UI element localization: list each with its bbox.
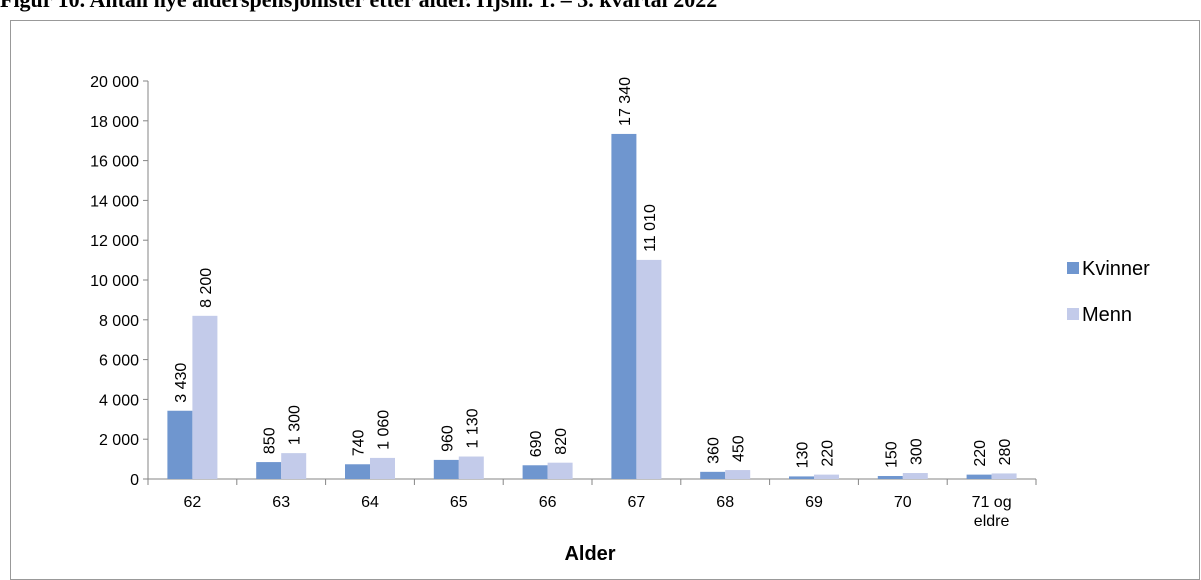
- bar-kvinner-70: [877, 476, 903, 479]
- legend-label: Kvinner: [1082, 258, 1150, 280]
- y-tick-label: 6 000: [99, 353, 139, 370]
- data-label: 1 130: [464, 408, 481, 448]
- bars: [167, 133, 1017, 479]
- data-label: 8 200: [198, 268, 215, 308]
- data-label: 690: [528, 430, 545, 457]
- data-label: 960: [439, 425, 456, 452]
- legend: Kvinner Menn: [1067, 258, 1150, 326]
- x-tick-label: 65: [450, 494, 468, 511]
- y-axis: 0 2 000 4 000 6 000 8 000 10 000 12 000 14 000 1…: [90, 74, 149, 489]
- bar-kvinner-67: [611, 133, 637, 479]
- data-label: 360: [706, 437, 723, 464]
- data-label: 220: [820, 440, 837, 467]
- data-label: 820: [553, 428, 570, 455]
- y-tick-label: 8 000: [99, 313, 139, 330]
- data-label: 150: [883, 441, 900, 468]
- x-tick-label: 67: [628, 494, 646, 511]
- x-tick-label: 63: [272, 494, 290, 511]
- data-label: 450: [731, 435, 748, 462]
- data-label: 1 300: [287, 405, 304, 445]
- x-axis: 62 63 64 65 66 67 68 69 70 71 og eldre: [147, 478, 1037, 530]
- y-tick-label: 4 000: [99, 392, 139, 409]
- bar-menn-62: [192, 315, 218, 479]
- y-tick-label: 0: [130, 472, 139, 489]
- y-tick-label: 18 000: [90, 114, 139, 131]
- data-label: 220: [972, 440, 989, 467]
- data-label: 17 340: [617, 77, 634, 126]
- legend-swatch: [1067, 262, 1079, 274]
- bar-kvinner-64: [345, 464, 370, 479]
- data-label: 3 430: [173, 363, 190, 403]
- bar-menn-68: [725, 470, 751, 479]
- bar-chart: 0 2 000 4 000 6 000 8 000 10 000 12 000 14 000 1…: [90, 74, 1150, 565]
- bar-kvinner-69: [789, 476, 814, 479]
- chart-title: Figur 10. Antall nye alderspensjonister …: [0, 0, 1201, 12]
- bar-menn-64: [370, 457, 395, 479]
- data-label: 1 060: [376, 410, 393, 450]
- legend-swatch: [1067, 308, 1079, 320]
- x-tick-label: 70: [894, 494, 912, 511]
- bar-menn-71-og-eldre: [991, 473, 1017, 479]
- bar-kvinner-62: [167, 410, 193, 479]
- x-tick-label: 64: [361, 494, 379, 511]
- data-label: 740: [351, 429, 368, 456]
- data-label: 850: [262, 427, 279, 454]
- bar-kvinner-66: [522, 465, 548, 479]
- legend-label: Menn: [1082, 304, 1132, 326]
- bar-kvinner-68: [700, 471, 726, 479]
- data-labels: 3 430 850 740 960 690 17 340 360 130 150 220 8 200…: [173, 77, 1014, 469]
- bar-kvinner-71-og-eldre: [966, 474, 992, 479]
- x-tick-label: 69: [805, 494, 823, 511]
- x-tick-label: 68: [716, 494, 734, 511]
- data-label: 280: [997, 439, 1014, 466]
- bar-menn-63: [281, 453, 307, 479]
- y-tick-label: 12 000: [90, 233, 139, 250]
- x-axis-title: Alder: [564, 543, 615, 565]
- y-tick-label: 20 000: [90, 74, 139, 91]
- y-tick-label: 2 000: [99, 432, 139, 449]
- bar-menn-66: [547, 462, 573, 479]
- bar-kvinner-65: [433, 459, 459, 479]
- data-label: 300: [908, 438, 925, 465]
- y-tick-label: 16 000: [90, 154, 139, 171]
- x-tick-label: 62: [184, 494, 202, 511]
- y-tick-label: 10 000: [90, 273, 139, 290]
- bar-menn-67: [636, 259, 662, 479]
- bar-menn-70: [902, 473, 928, 479]
- bar-kvinner-63: [256, 462, 282, 479]
- data-label: 130: [795, 442, 812, 469]
- y-tick-label: 14 000: [90, 193, 139, 210]
- data-label: 11 010: [642, 204, 659, 252]
- x-tick-label: 71 og eldre: [972, 494, 1012, 530]
- bar-menn-69: [814, 474, 839, 479]
- bar-menn-65: [458, 456, 484, 479]
- x-tick-label: 66: [539, 494, 557, 511]
